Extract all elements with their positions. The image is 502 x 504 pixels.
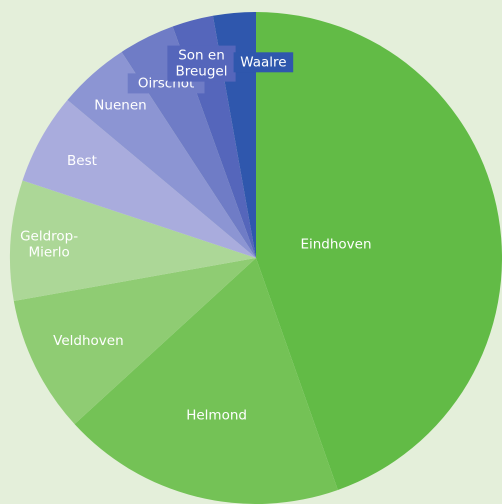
label-eindhoven: Eindhoven: [300, 236, 371, 252]
label-nuenen: Nuenen: [94, 97, 146, 113]
pie-slices: [10, 12, 502, 504]
slice-eindhoven: [256, 12, 502, 490]
slice-nuenen: [67, 51, 256, 258]
slice-geldrop-mierlo: [10, 180, 256, 302]
slice-label: Helmond: [186, 408, 247, 424]
slice-label: Son en Breugel: [175, 48, 227, 80]
pie-labels: Eindhoven Helmond Veldhoven Geldrop-Mierlo B…: [20, 45, 372, 424]
slice-label: Geldrop-Mierlo: [20, 228, 78, 260]
slice-best: [22, 100, 256, 258]
slice-label: Veldhoven: [53, 333, 123, 349]
label-veldhoven: Veldhoven: [53, 333, 123, 349]
label-best: Best: [67, 153, 97, 169]
slice-helmond: [74, 258, 338, 504]
slice-label: Waalre: [240, 54, 286, 70]
label-helmond: Helmond: [186, 408, 247, 424]
slice-label: Nuenen: [94, 97, 146, 113]
label-waalre: Waalre: [233, 52, 294, 73]
label-geldrop-mierlo: Geldrop-Mierlo: [20, 228, 78, 260]
slice-label: Eindhoven: [300, 236, 371, 252]
label-son-en-breugel: Son en Breugel: [167, 45, 236, 82]
slice-veldhoven: [13, 258, 256, 425]
slice-label: Best: [67, 153, 97, 169]
label-box-waalre: [233, 52, 294, 73]
label-box-son-en-breugel: [167, 45, 236, 82]
